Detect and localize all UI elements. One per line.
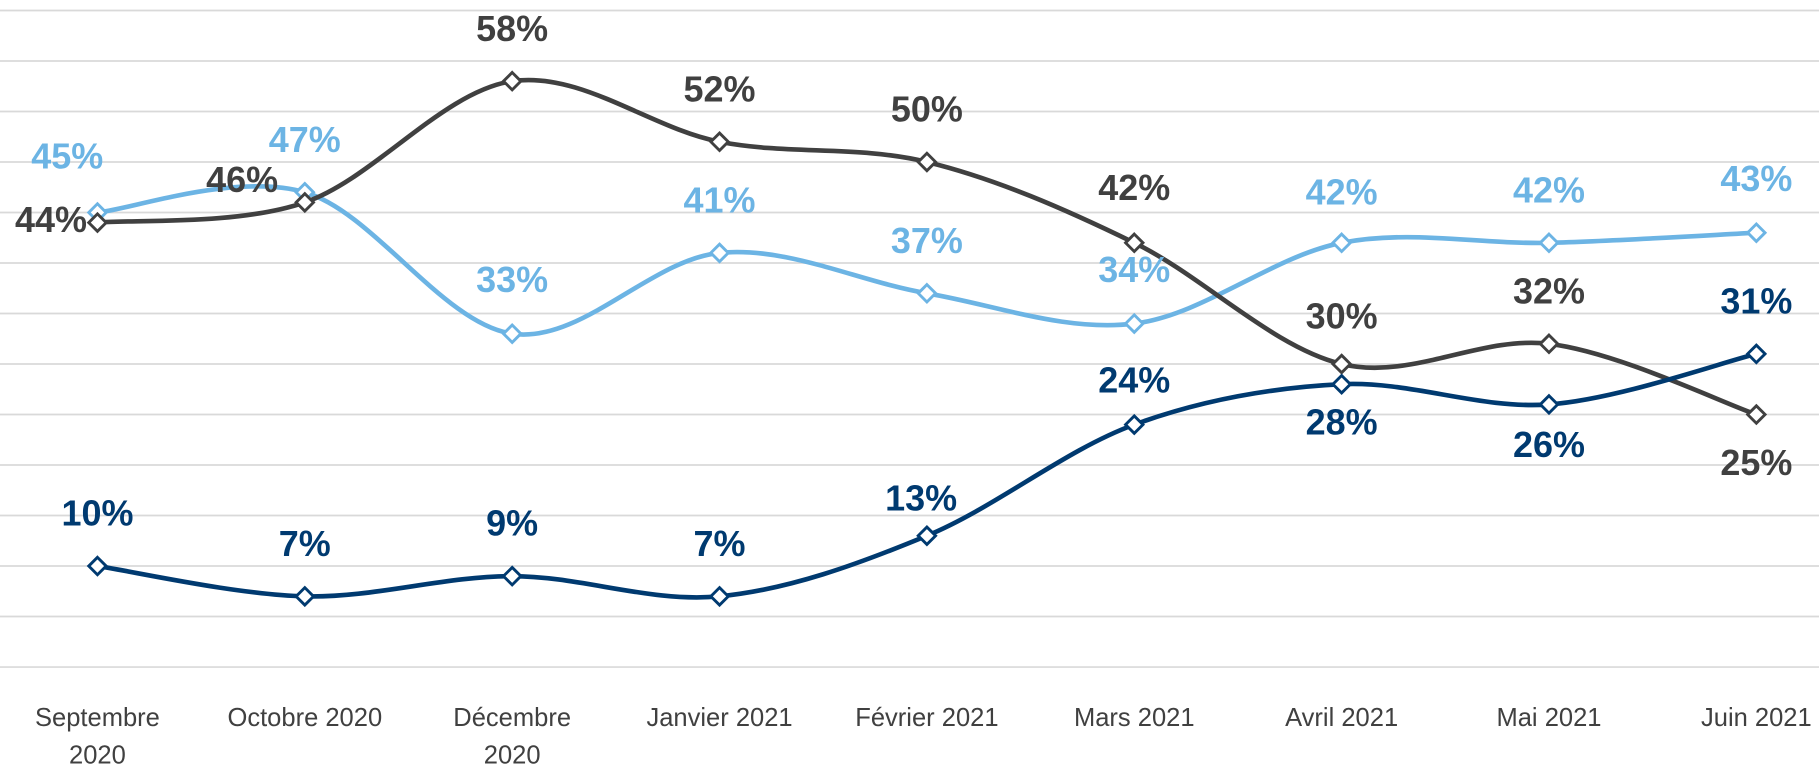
- data-label: 37%: [891, 220, 963, 261]
- data-label: 9%: [486, 503, 538, 544]
- data-label: 34%: [1098, 249, 1170, 290]
- marker: [708, 131, 731, 153]
- marker: [916, 282, 938, 305]
- marker: [708, 585, 731, 608]
- data-label: 7%: [694, 523, 746, 564]
- x-tick-label: Octobre 2020: [227, 703, 383, 733]
- data-label: 42%: [1513, 169, 1585, 210]
- data-label: 24%: [1098, 359, 1170, 400]
- x-tick-label-box: Mars 2021: [1073, 703, 1195, 733]
- marker: [86, 211, 109, 234]
- data-label: 47%: [269, 119, 341, 160]
- data-label: 42%: [1306, 172, 1378, 213]
- marker: [501, 565, 523, 587]
- marker: [1538, 393, 1560, 416]
- data-label: 7%: [279, 523, 331, 564]
- data-label: 52%: [684, 68, 756, 109]
- x-tick-label-box: Janvier 2021: [646, 703, 793, 733]
- marker: [294, 585, 316, 608]
- data-label: 43%: [1720, 158, 1792, 199]
- x-tick-label: Avril 2021: [1285, 703, 1399, 733]
- grid: [0, 9, 1819, 668]
- data-label: 44%: [15, 199, 87, 240]
- labels: 45% 47% 33% 41% 37% 34% 42% 42% 43% 44% 46% 58% 52% 5…: [15, 8, 1792, 564]
- data-label: 10%: [61, 493, 133, 534]
- data-label: 31%: [1720, 281, 1792, 322]
- marker: [1123, 413, 1146, 436]
- data-label: 45%: [31, 136, 103, 177]
- x-tick-label: Décembre 2020: [453, 703, 572, 768]
- marker: [1330, 373, 1353, 395]
- data-label: 33%: [476, 259, 548, 300]
- data-label: 26%: [1513, 424, 1585, 465]
- data-label: 41%: [684, 180, 756, 221]
- x-tick-label-box: Février 2021: [855, 703, 999, 733]
- marker: [1330, 232, 1353, 254]
- x-tick-label-box: Décembre 2020: [453, 703, 572, 768]
- x-tick-label-box: Juin 2021: [1700, 703, 1812, 733]
- data-label: 46%: [206, 159, 278, 200]
- marker: [708, 242, 731, 264]
- marker: [1745, 403, 1768, 426]
- data-label: 50%: [891, 89, 963, 130]
- marker: [501, 70, 523, 92]
- x-tick-label: Février 2021: [855, 703, 999, 733]
- data-label: 13%: [885, 477, 957, 518]
- data-label: 58%: [476, 8, 548, 49]
- marker: [501, 322, 523, 345]
- marker: [1123, 312, 1146, 335]
- x-tick-label: Janvier 2021: [646, 703, 793, 733]
- data-label: 30%: [1306, 295, 1378, 336]
- marker: [1330, 353, 1353, 375]
- data-label: 32%: [1513, 270, 1585, 311]
- marker: [916, 151, 938, 173]
- x-tick-label: Septembre 2020: [35, 703, 160, 768]
- x-tick-label-box: Septembre 2020: [35, 703, 160, 768]
- x-tick-label-box: Octobre 2020: [227, 703, 383, 733]
- x-tick-label: Mars 2021: [1073, 703, 1195, 733]
- marker: [1123, 232, 1146, 254]
- marker: [1538, 232, 1560, 254]
- data-label: 28%: [1306, 401, 1378, 442]
- data-label: 25%: [1720, 442, 1792, 483]
- x-tick-label-box: Avril 2021: [1285, 703, 1399, 733]
- x-tick-label: Juin 2021: [1700, 703, 1812, 733]
- series-line: [97, 351, 1757, 600]
- marker: [1745, 221, 1768, 244]
- marker: [1745, 343, 1768, 365]
- marker: [294, 191, 316, 214]
- data-label: 42%: [1098, 167, 1170, 208]
- marker: [86, 555, 109, 577]
- marker: [916, 524, 938, 547]
- marker: [1538, 333, 1560, 355]
- x-tick-label: Mai 2021: [1496, 703, 1602, 733]
- markers: [86, 70, 1768, 608]
- x-tick-label-box: Mai 2021: [1496, 703, 1602, 733]
